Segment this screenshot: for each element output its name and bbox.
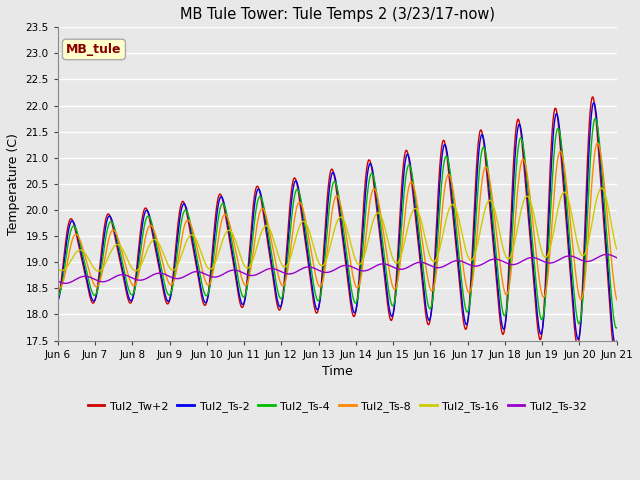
- Y-axis label: Temperature (C): Temperature (C): [7, 133, 20, 235]
- Title: MB Tule Tower: Tule Temps 2 (3/23/17-now): MB Tule Tower: Tule Temps 2 (3/23/17-now…: [180, 7, 495, 22]
- Legend: Tul2_Tw+2, Tul2_Ts-2, Tul2_Ts-4, Tul2_Ts-8, Tul2_Ts-16, Tul2_Ts-32: Tul2_Tw+2, Tul2_Ts-2, Tul2_Ts-4, Tul2_Ts…: [83, 396, 591, 416]
- X-axis label: Time: Time: [322, 365, 353, 378]
- Text: MB_tule: MB_tule: [66, 43, 122, 56]
